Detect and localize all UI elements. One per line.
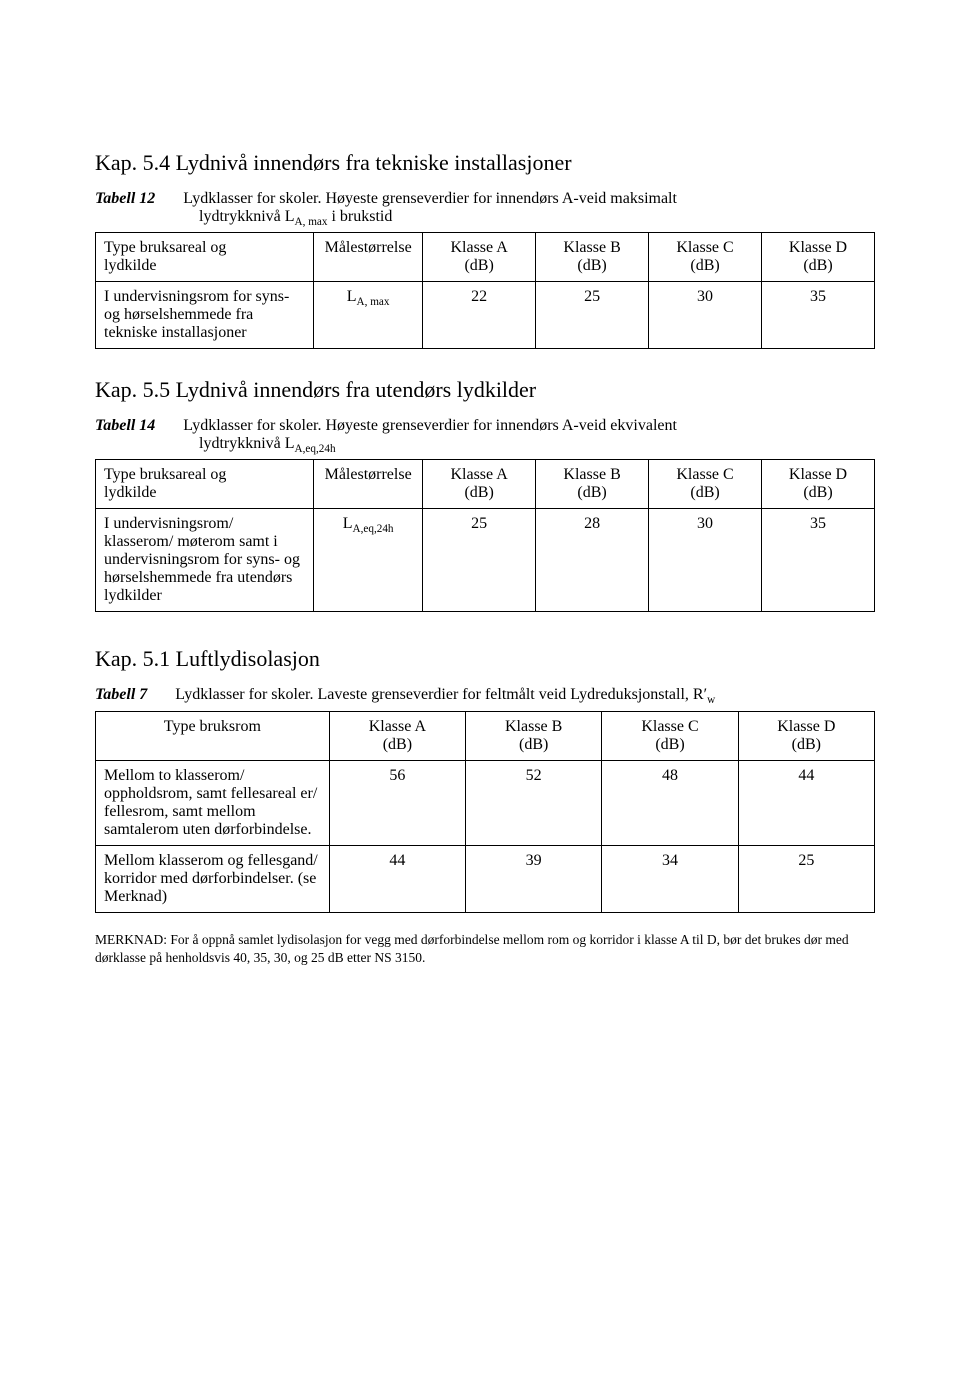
col-header: Klasse C(dB) [649, 233, 762, 282]
table-14: Type bruksareal oglydkilde Målestørrelse… [95, 459, 875, 612]
col-header: Klasse A(dB) [423, 460, 536, 509]
table-cell: I undervisningsrom/ klasserom/ møterom s… [96, 509, 314, 612]
section-5-1: Kap. 5.1 Luftlydisolasjon Tabell 7 Lydkl… [95, 646, 875, 967]
table-caption: Tabell 14 Lydklasser for skoler. Høyeste… [95, 417, 875, 455]
section-heading: Kap. 5.5 Lydnivå innendørs fra utendørs … [95, 377, 875, 403]
col-header: Målestørrelse [314, 460, 423, 509]
col-header: Klasse B(dB) [536, 233, 649, 282]
caption-label: Tabell 14 [95, 417, 155, 434]
table-cell: 35 [762, 509, 875, 612]
caption-text-line1: Lydklasser for skoler. Laveste grensever… [175, 686, 715, 703]
table-cell: Mellom klasserom og fellesgand/ korridor… [96, 845, 330, 912]
col-header: Type bruksareal oglydkilde [96, 233, 314, 282]
col-header: Klasse B(dB) [536, 460, 649, 509]
col-header: Klasse D(dB) [738, 711, 874, 760]
col-header: Type bruksrom [96, 711, 330, 760]
col-header: Type bruksareal oglydkilde [96, 460, 314, 509]
caption-text-line2: lydtrykknivå LA, max i brukstid [199, 208, 875, 228]
table-cell: I undervisningsrom for syns- og hørselsh… [96, 282, 314, 349]
col-header: Klasse A(dB) [423, 233, 536, 282]
table-cell: 52 [466, 760, 602, 845]
col-header: Klasse C(dB) [602, 711, 738, 760]
table-cell: Mellom to klasserom/ oppholdsrom, samt f… [96, 760, 330, 845]
section-heading: Kap. 5.1 Luftlydisolasjon [95, 646, 875, 672]
table-cell: LA,eq,24h [314, 509, 423, 612]
document-page: Kap. 5.4 Lydnivå innendørs fra tekniske … [0, 0, 960, 1377]
table-row: I undervisningsrom for syns- og hørselsh… [96, 282, 875, 349]
table-cell: 25 [536, 282, 649, 349]
section-5-4: Kap. 5.4 Lydnivå innendørs fra tekniske … [95, 150, 875, 349]
table-12: Type bruksareal oglydkilde Målestørrelse… [95, 232, 875, 349]
col-header: Målestørrelse [314, 233, 423, 282]
table-cell: 35 [762, 282, 875, 349]
table-cell: 22 [423, 282, 536, 349]
caption-label: Tabell 12 [95, 190, 155, 207]
table-row: Mellom klasserom og fellesgand/ korridor… [96, 845, 875, 912]
merknad-note: MERKNAD: For å oppnå samlet lydisolasjon… [95, 931, 875, 967]
table-header-row: Type bruksrom Klasse A(dB) Klasse B(dB) … [96, 711, 875, 760]
table-row: I undervisningsrom/ klasserom/ møterom s… [96, 509, 875, 612]
table-cell: 44 [329, 845, 465, 912]
col-header: Klasse D(dB) [762, 233, 875, 282]
col-header: Klasse C(dB) [649, 460, 762, 509]
table-cell: 48 [602, 760, 738, 845]
table-row: Mellom to klasserom/ oppholdsrom, samt f… [96, 760, 875, 845]
table-cell: 44 [738, 760, 874, 845]
col-header: Klasse B(dB) [466, 711, 602, 760]
caption-text-line1: Lydklasser for skoler. Høyeste grensever… [183, 190, 677, 207]
table-cell: 30 [649, 282, 762, 349]
caption-text-line2: lydtrykknivå LA,eq,24h [199, 435, 875, 455]
table-7: Type bruksrom Klasse A(dB) Klasse B(dB) … [95, 711, 875, 913]
col-header: Klasse A(dB) [329, 711, 465, 760]
table-cell: 28 [536, 509, 649, 612]
table-cell: 30 [649, 509, 762, 612]
caption-label: Tabell 7 [95, 686, 147, 703]
table-cell: 25 [423, 509, 536, 612]
table-caption: Tabell 12 Lydklasser for skoler. Høyeste… [95, 190, 875, 228]
section-heading: Kap. 5.4 Lydnivå innendørs fra tekniske … [95, 150, 875, 176]
section-5-5: Kap. 5.5 Lydnivå innendørs fra utendørs … [95, 377, 875, 612]
table-header-row: Type bruksareal oglydkilde Målestørrelse… [96, 233, 875, 282]
table-cell: 25 [738, 845, 874, 912]
col-header: Klasse D(dB) [762, 460, 875, 509]
table-cell: 34 [602, 845, 738, 912]
table-cell: 56 [329, 760, 465, 845]
caption-text-line1: Lydklasser for skoler. Høyeste grensever… [183, 417, 677, 434]
table-cell: 39 [466, 845, 602, 912]
table-caption: Tabell 7 Lydklasser for skoler. Laveste … [95, 686, 875, 706]
table-cell: LA, max [314, 282, 423, 349]
table-header-row: Type bruksareal oglydkilde Målestørrelse… [96, 460, 875, 509]
